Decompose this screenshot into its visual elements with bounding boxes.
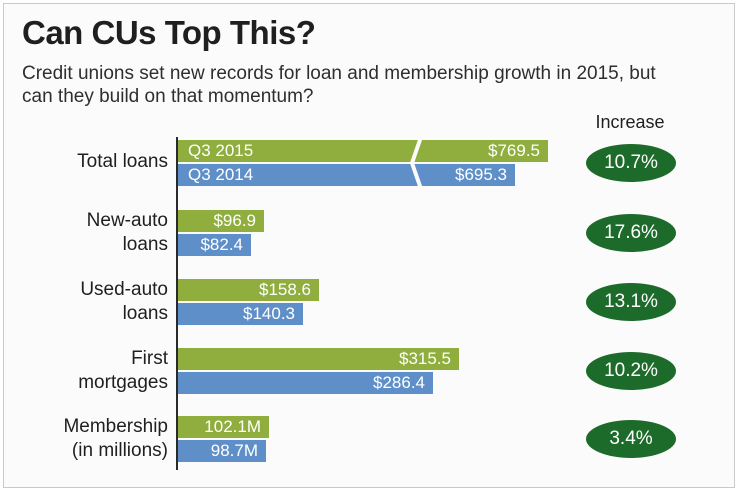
category-label-total-loans: Total loans [10,150,168,174]
category-label-line: Used-auto [80,279,168,300]
chart-title: Can CUs Top This? [22,14,316,51]
data-label: 102.1M [204,417,261,436]
category-label-line: loans [122,234,168,255]
bar-q3-2014-used-auto-loans: $140.3 [178,303,303,325]
increase-badge-total-loans: 10.7% [586,144,676,182]
chart-subtitle: Credit unions set new records for loan a… [22,63,656,107]
bar-q3-2015-new-auto-loans: $96.9 [178,210,264,232]
bar-q3-2014-first-mortgages: $286.4 [178,372,433,394]
data-label: $286.4 [373,373,425,392]
bar-q3-2014-total-loans: Q3 2014 $695.3 [178,164,515,186]
category-label-first-mortgages: First mortgages [10,347,168,395]
bar-q3-2014-membership-in-millions: 98.7M [178,440,266,462]
increase-badge-membership-in-millions: 3.4% [586,420,676,458]
bar-q3-2015-first-mortgages: $315.5 [178,348,459,370]
category-axis-line [176,137,178,470]
axis-break-zigzag [409,137,423,189]
bar-q3-2015-membership-in-millions: 102.1M [178,416,269,438]
bar-q3-2014-new-auto-loans: $82.4 [178,234,251,256]
increase-badge-used-auto-loans: 13.1% [586,283,676,321]
increase-header: Increase [595,112,665,132]
data-label: $96.9 [213,211,256,230]
category-label-membership-in-millions: Membership (in millions) [10,415,168,463]
data-label: $140.3 [243,304,295,323]
category-label-line: Total loans [77,151,168,172]
category-label-line: mortgages [78,372,168,393]
data-label: $82.4 [200,235,243,254]
data-label: $315.5 [399,349,451,368]
data-label: $769.5 [488,141,540,160]
category-label-new-auto-loans: New-auto loans [10,209,168,257]
series-label-q3-2014: Q3 2014 [188,165,254,184]
category-label-line: (in millions) [71,440,168,461]
data-label: $695.3 [455,165,507,184]
axis-break-marker [409,137,423,189]
data-label: 98.7M [210,441,258,460]
category-label-line: First [131,348,168,369]
increase-badge-new-auto-loans: 17.6% [586,214,676,252]
bar-q3-2015-total-loans: Q3 2015 $769.5 [178,140,548,162]
category-label-line: New-auto [86,210,168,231]
data-label: $158.6 [259,280,311,299]
category-label-line: Membership [63,416,168,437]
series-label-q3-2015: Q3 2015 [188,141,254,160]
category-label-used-auto-loans: Used-auto loans [10,278,168,326]
increase-badge-first-mortgages: 10.2% [586,352,676,390]
category-label-line: loans [122,303,168,324]
bar-q3-2015-used-auto-loans: $158.6 [178,279,319,301]
